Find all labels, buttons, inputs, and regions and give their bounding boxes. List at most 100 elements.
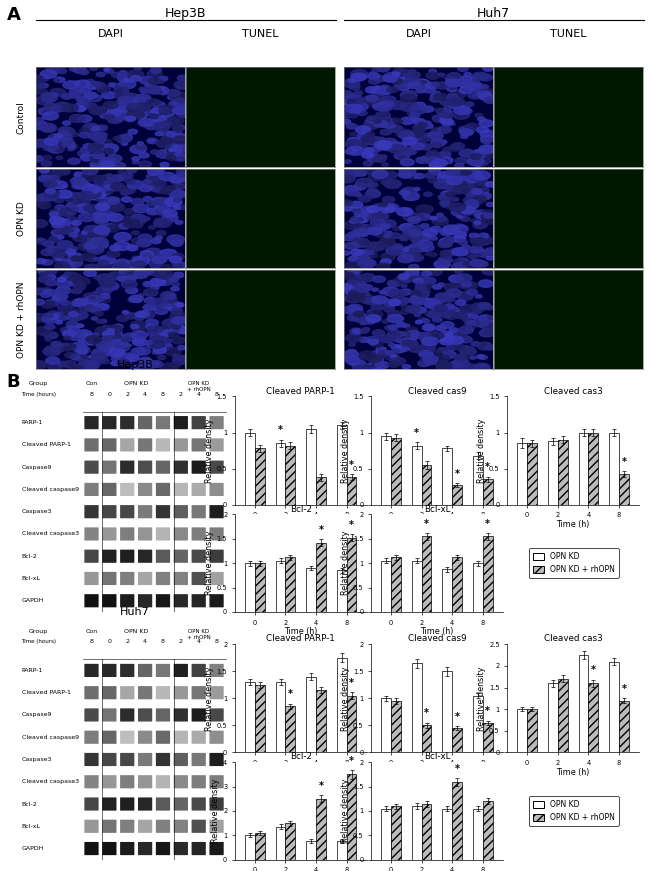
Ellipse shape xyxy=(79,70,89,75)
Bar xyxy=(285,823,295,860)
Ellipse shape xyxy=(465,262,471,266)
Ellipse shape xyxy=(478,302,491,308)
Ellipse shape xyxy=(96,208,112,217)
Ellipse shape xyxy=(122,360,133,365)
Ellipse shape xyxy=(154,122,170,131)
Ellipse shape xyxy=(78,192,94,199)
FancyBboxPatch shape xyxy=(84,461,99,474)
Ellipse shape xyxy=(432,163,439,166)
Ellipse shape xyxy=(94,144,107,150)
Ellipse shape xyxy=(90,333,99,337)
Ellipse shape xyxy=(349,256,358,260)
Text: OPN KD: OPN KD xyxy=(17,201,25,236)
Ellipse shape xyxy=(414,240,422,244)
Ellipse shape xyxy=(111,186,118,191)
Ellipse shape xyxy=(81,243,92,248)
Ellipse shape xyxy=(428,179,437,183)
Ellipse shape xyxy=(174,80,191,90)
Ellipse shape xyxy=(168,321,176,325)
Ellipse shape xyxy=(483,65,493,71)
Ellipse shape xyxy=(74,103,88,110)
Ellipse shape xyxy=(79,359,84,361)
Ellipse shape xyxy=(166,111,175,116)
Bar xyxy=(276,561,285,612)
Ellipse shape xyxy=(473,72,488,80)
Ellipse shape xyxy=(460,108,472,114)
Ellipse shape xyxy=(432,82,439,85)
FancyBboxPatch shape xyxy=(138,686,152,699)
Ellipse shape xyxy=(385,353,399,361)
Y-axis label: Relative density: Relative density xyxy=(341,666,350,731)
Ellipse shape xyxy=(148,267,164,276)
Ellipse shape xyxy=(158,270,166,274)
Ellipse shape xyxy=(86,82,101,89)
Ellipse shape xyxy=(458,230,467,234)
Ellipse shape xyxy=(399,166,416,175)
Ellipse shape xyxy=(176,169,186,174)
Ellipse shape xyxy=(453,190,461,193)
Ellipse shape xyxy=(389,300,400,306)
Text: Hep3B: Hep3B xyxy=(117,360,153,369)
Ellipse shape xyxy=(391,142,406,150)
Ellipse shape xyxy=(400,236,409,241)
Ellipse shape xyxy=(55,167,70,175)
Ellipse shape xyxy=(343,350,359,359)
Ellipse shape xyxy=(388,145,405,153)
Ellipse shape xyxy=(362,135,374,141)
Ellipse shape xyxy=(62,224,70,228)
Ellipse shape xyxy=(384,306,395,312)
Ellipse shape xyxy=(109,336,120,342)
Ellipse shape xyxy=(74,232,91,241)
Ellipse shape xyxy=(451,143,465,150)
Ellipse shape xyxy=(478,280,493,287)
FancyBboxPatch shape xyxy=(156,461,170,474)
Ellipse shape xyxy=(43,143,58,152)
Ellipse shape xyxy=(448,330,456,334)
Ellipse shape xyxy=(161,329,171,334)
Ellipse shape xyxy=(465,192,474,197)
Ellipse shape xyxy=(470,239,478,242)
Ellipse shape xyxy=(378,241,389,246)
Ellipse shape xyxy=(64,227,75,233)
Ellipse shape xyxy=(382,163,389,166)
Ellipse shape xyxy=(104,68,110,71)
Ellipse shape xyxy=(341,199,352,206)
Ellipse shape xyxy=(366,211,380,219)
Ellipse shape xyxy=(111,219,125,227)
FancyBboxPatch shape xyxy=(192,594,206,607)
Ellipse shape xyxy=(353,238,361,242)
Ellipse shape xyxy=(151,125,162,131)
FancyBboxPatch shape xyxy=(102,798,116,811)
Ellipse shape xyxy=(421,155,434,163)
Ellipse shape xyxy=(153,122,163,127)
Bar xyxy=(609,433,619,504)
Ellipse shape xyxy=(96,287,112,294)
Ellipse shape xyxy=(70,192,82,199)
Ellipse shape xyxy=(388,361,400,368)
Ellipse shape xyxy=(76,237,82,240)
Ellipse shape xyxy=(165,301,182,310)
Ellipse shape xyxy=(476,192,491,199)
Ellipse shape xyxy=(47,246,59,253)
Ellipse shape xyxy=(405,269,419,276)
Ellipse shape xyxy=(36,89,47,95)
Ellipse shape xyxy=(94,213,110,222)
Ellipse shape xyxy=(391,249,402,255)
Ellipse shape xyxy=(374,119,381,123)
Ellipse shape xyxy=(172,125,183,131)
Ellipse shape xyxy=(400,159,414,165)
Ellipse shape xyxy=(356,269,362,273)
Ellipse shape xyxy=(457,214,466,219)
Ellipse shape xyxy=(447,167,463,176)
Ellipse shape xyxy=(437,126,451,133)
FancyBboxPatch shape xyxy=(138,664,152,677)
Ellipse shape xyxy=(354,169,364,175)
Ellipse shape xyxy=(122,311,129,314)
Ellipse shape xyxy=(54,134,62,138)
Ellipse shape xyxy=(346,280,359,287)
Ellipse shape xyxy=(346,189,359,196)
FancyBboxPatch shape xyxy=(138,461,152,474)
Ellipse shape xyxy=(36,200,46,206)
Ellipse shape xyxy=(432,128,441,132)
Ellipse shape xyxy=(84,226,98,233)
